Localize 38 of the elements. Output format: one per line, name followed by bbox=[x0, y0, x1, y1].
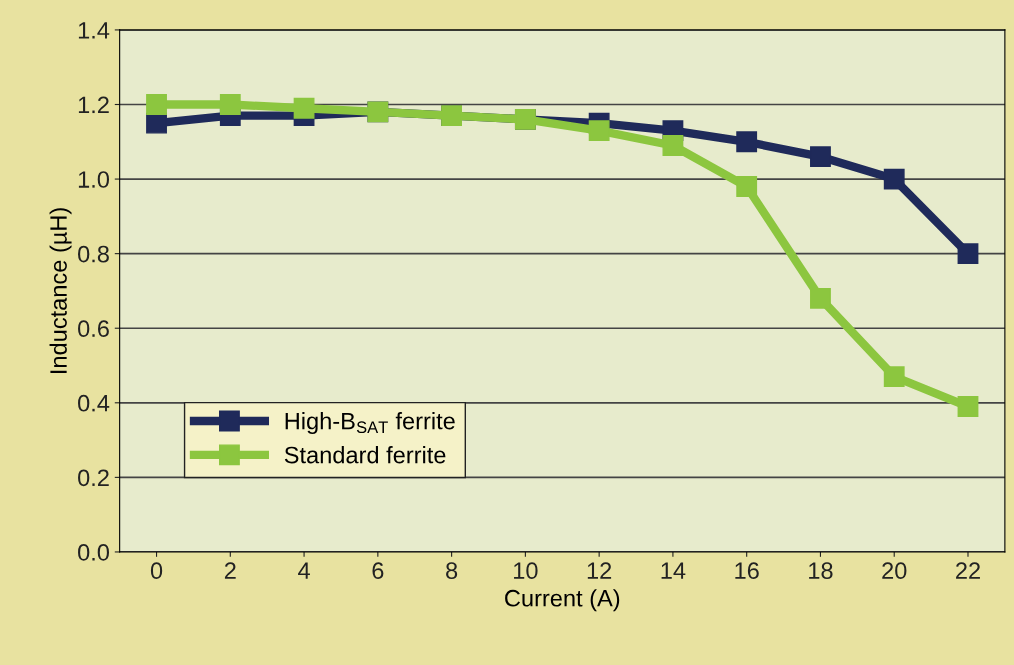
x-tick-label: 8 bbox=[446, 562, 458, 580]
x-tick-label: 12 bbox=[587, 562, 612, 579]
legend-label: Standard ferrite bbox=[284, 446, 446, 464]
x-tick-label: 2 bbox=[224, 562, 236, 579]
point bbox=[810, 287, 831, 309]
y-tick-label: 0.4 bbox=[78, 394, 110, 412]
y-tick-label: 0.6 bbox=[78, 320, 109, 338]
point bbox=[883, 168, 905, 190]
y-tick-label: 0.2 bbox=[78, 469, 109, 487]
x-tick-label: 18 bbox=[809, 562, 833, 580]
y-tick-label: 1.4 bbox=[78, 22, 110, 39]
x-tick-label: 14 bbox=[661, 562, 686, 579]
y-tick-label: 1.2 bbox=[78, 96, 109, 114]
x-axis-title: Current (A) bbox=[505, 589, 620, 612]
point bbox=[957, 396, 979, 417]
y-tick-label: 0.8 bbox=[78, 245, 109, 263]
y-tick-label: 1.0 bbox=[78, 171, 110, 188]
x-tick-label: 10 bbox=[514, 562, 538, 580]
x-tick-label: 20 bbox=[882, 562, 907, 580]
point bbox=[957, 243, 979, 265]
y-axis-title: Inductance (µH) bbox=[49, 208, 72, 373]
point bbox=[662, 135, 684, 156]
point bbox=[219, 94, 241, 115]
point bbox=[588, 120, 610, 142]
x-tick-label: 4 bbox=[298, 562, 310, 579]
point bbox=[146, 94, 167, 115]
point bbox=[736, 131, 758, 153]
x-tick-label: 16 bbox=[735, 562, 759, 580]
point bbox=[736, 176, 758, 197]
x-tick-label: 22 bbox=[956, 562, 980, 579]
point bbox=[883, 366, 905, 388]
x-tick-label: 0 bbox=[150, 562, 163, 580]
point bbox=[293, 97, 315, 119]
point bbox=[810, 146, 831, 168]
legend-label: High-B$_{SAT}$ ferrite bbox=[285, 412, 455, 435]
x-tick-label: 6 bbox=[372, 562, 384, 580]
y-tick-label: 0.0 bbox=[78, 544, 110, 561]
point bbox=[146, 112, 167, 134]
